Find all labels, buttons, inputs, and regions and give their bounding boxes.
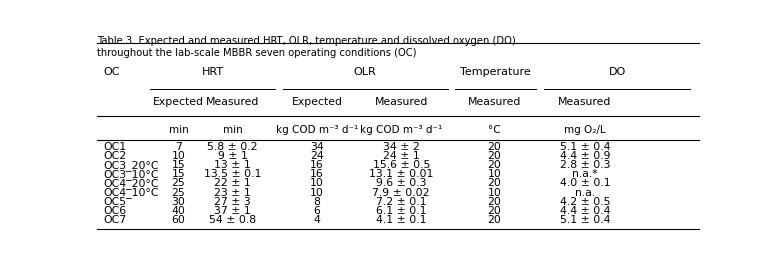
Text: 5.8 ± 0.2: 5.8 ± 0.2 <box>207 142 258 152</box>
Text: 7: 7 <box>175 142 182 152</box>
Text: 54 ± 0.8: 54 ± 0.8 <box>209 215 256 225</box>
Text: 30: 30 <box>172 197 186 207</box>
Text: OC3_10°C: OC3_10°C <box>103 169 159 180</box>
Text: 20: 20 <box>488 215 501 225</box>
Text: OLR: OLR <box>354 67 377 77</box>
Text: 20: 20 <box>488 206 501 216</box>
Text: 15: 15 <box>172 160 185 170</box>
Text: 37 ± 1: 37 ± 1 <box>214 206 251 216</box>
Text: OC5: OC5 <box>103 197 127 207</box>
Text: Expected: Expected <box>291 97 343 107</box>
Text: 60: 60 <box>172 215 186 225</box>
Text: 10: 10 <box>488 169 501 179</box>
Text: 27 ± 3: 27 ± 3 <box>214 197 251 207</box>
Text: 2.8 ± 0.3: 2.8 ± 0.3 <box>559 160 610 170</box>
Text: n.a.*: n.a.* <box>572 169 598 179</box>
Text: 20: 20 <box>488 142 501 152</box>
Text: 10: 10 <box>172 151 186 161</box>
Text: 4.2 ± 0.5: 4.2 ± 0.5 <box>559 197 610 207</box>
Text: 20: 20 <box>488 197 501 207</box>
Text: Temperature: Temperature <box>460 67 531 77</box>
Text: DO: DO <box>608 67 625 77</box>
Text: OC: OC <box>103 67 120 77</box>
Text: 25: 25 <box>172 178 185 189</box>
Text: 13.5 ± 0.1: 13.5 ± 0.1 <box>204 169 261 179</box>
Text: OC1: OC1 <box>103 142 127 152</box>
Text: Measured: Measured <box>206 97 260 107</box>
Text: 4.4 ± 0.4: 4.4 ± 0.4 <box>559 206 610 216</box>
Text: 16: 16 <box>310 169 324 179</box>
Text: 20: 20 <box>488 160 501 170</box>
Text: 34 ± 2: 34 ± 2 <box>383 142 420 152</box>
Text: mg O₂/L: mg O₂/L <box>564 125 606 135</box>
Text: 40: 40 <box>172 206 186 216</box>
Text: HRT: HRT <box>201 67 224 77</box>
Text: Expected: Expected <box>153 97 204 107</box>
Text: 20: 20 <box>488 178 501 189</box>
Text: kg COD m⁻³ d⁻¹: kg COD m⁻³ d⁻¹ <box>360 125 442 135</box>
Text: Table 3. Expected and measured HRT, OLR, temperature and dissolved oxygen (DO)
t: Table 3. Expected and measured HRT, OLR,… <box>97 36 516 58</box>
Text: 9 ± 1: 9 ± 1 <box>218 151 248 161</box>
Text: OC2: OC2 <box>103 151 127 161</box>
Text: 10: 10 <box>488 188 501 198</box>
Text: 24 ± 1: 24 ± 1 <box>383 151 420 161</box>
Text: 9.6 ± 0.3: 9.6 ± 0.3 <box>376 178 427 189</box>
Text: kg COD m⁻³ d⁻¹: kg COD m⁻³ d⁻¹ <box>276 125 358 135</box>
Text: 4.0 ± 0.1: 4.0 ± 0.1 <box>559 178 610 189</box>
Text: Measured: Measured <box>558 97 611 107</box>
Text: 4.4 ± 0.9: 4.4 ± 0.9 <box>559 151 610 161</box>
Text: 13.1 ± 0.01: 13.1 ± 0.01 <box>369 169 434 179</box>
Text: Measured: Measured <box>375 97 428 107</box>
Text: 10: 10 <box>310 178 324 189</box>
Text: 15: 15 <box>172 169 185 179</box>
Text: OC4_10°C: OC4_10°C <box>103 187 159 198</box>
Text: 13 ± 1: 13 ± 1 <box>214 160 251 170</box>
Text: 7.9 ± 0.02: 7.9 ± 0.02 <box>372 188 430 198</box>
Text: 5.1 ± 0.4: 5.1 ± 0.4 <box>559 142 610 152</box>
Text: 6.1 ± 0.1: 6.1 ± 0.1 <box>376 206 427 216</box>
Text: 4.1 ± 0.1: 4.1 ± 0.1 <box>376 215 427 225</box>
Text: 8: 8 <box>313 197 320 207</box>
Text: OC4_20°C: OC4_20°C <box>103 178 159 189</box>
Text: 15.6 ± 0.5: 15.6 ± 0.5 <box>372 160 430 170</box>
Text: Measured: Measured <box>468 97 521 107</box>
Text: 5.1 ± 0.4: 5.1 ± 0.4 <box>559 215 610 225</box>
Text: min: min <box>169 125 188 135</box>
Text: 4: 4 <box>313 215 320 225</box>
Text: 10: 10 <box>310 188 324 198</box>
Text: OC6: OC6 <box>103 206 127 216</box>
Text: 24: 24 <box>310 151 324 161</box>
Text: n.a.: n.a. <box>575 188 595 198</box>
Text: 16: 16 <box>310 160 324 170</box>
Text: OC3_20°C: OC3_20°C <box>103 160 159 171</box>
Text: 7.2 ± 0.1: 7.2 ± 0.1 <box>376 197 427 207</box>
Text: 25: 25 <box>172 188 185 198</box>
Text: 20: 20 <box>488 151 501 161</box>
Text: min: min <box>223 125 242 135</box>
Text: OC7: OC7 <box>103 215 127 225</box>
Text: °C: °C <box>488 125 501 135</box>
Text: 6: 6 <box>313 206 320 216</box>
Text: 23 ± 1: 23 ± 1 <box>214 188 251 198</box>
Text: 34: 34 <box>310 142 324 152</box>
Text: 22 ± 1: 22 ± 1 <box>214 178 251 189</box>
